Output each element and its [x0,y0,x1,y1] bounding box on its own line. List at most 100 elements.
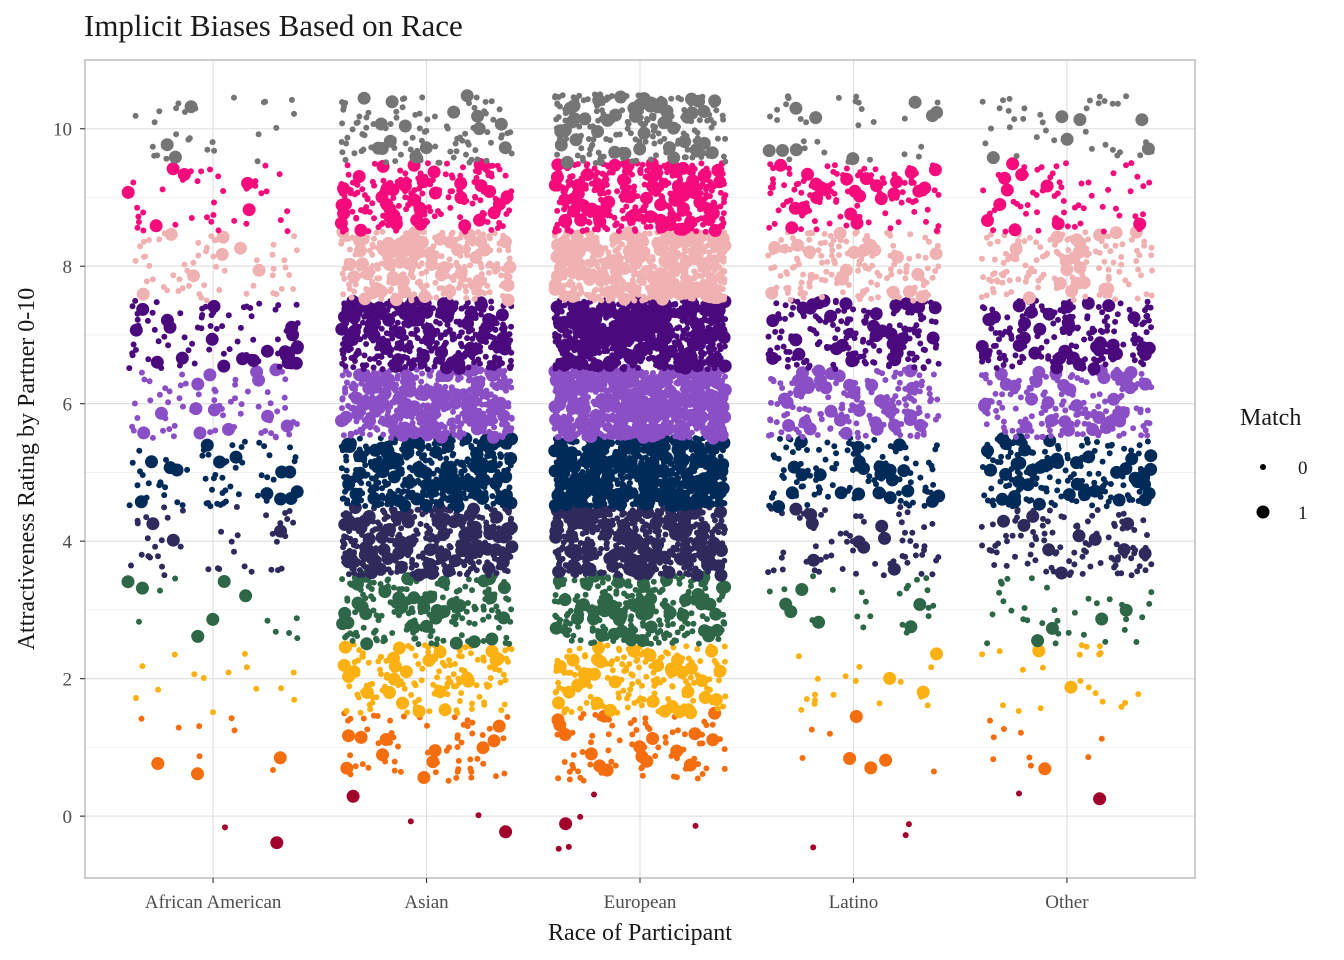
data-point [405,642,412,649]
data-point [375,531,389,544]
data-point [370,337,377,344]
data-point [459,615,466,622]
data-point [431,396,438,403]
data-point [718,627,725,634]
data-point [703,722,710,729]
data-point [374,713,381,719]
data-point [214,565,221,572]
data-point [423,386,430,393]
data-point [562,622,569,629]
data-point [423,282,430,289]
data-point [334,216,348,230]
data-point [455,349,462,356]
data-point [663,566,670,573]
data-point [688,583,694,590]
data-point [417,170,424,177]
data-point [458,632,465,639]
data-point [636,453,643,460]
data-point [500,332,507,339]
data-point [412,111,419,118]
data-point [413,319,420,326]
data-point [426,755,440,769]
data-point [200,447,207,454]
data-point [496,247,503,254]
data-point [483,243,490,250]
data-point [379,228,386,235]
data-point [688,610,695,617]
data-point [215,247,229,261]
data-point [369,200,376,207]
data-point [386,454,393,461]
data-point [146,262,153,269]
data-point [608,758,615,765]
data-point [368,593,375,600]
data-point [453,362,466,375]
data-point [273,124,280,131]
data-point [469,730,476,737]
data-point [378,353,385,360]
data-point [134,310,141,317]
data-point [577,705,584,712]
data-point [714,608,721,615]
data-point [462,583,469,590]
data-point [432,234,439,241]
data-point [225,669,232,676]
data-point [450,451,457,457]
data-point [398,119,412,133]
data-point [228,538,235,545]
data-point [373,370,379,377]
data-point [351,358,358,364]
data-point [498,707,505,714]
data-point [482,539,488,546]
data-point [418,378,425,385]
data-point [203,297,210,304]
data-point [188,215,195,221]
data-point [577,813,584,820]
data-point [415,661,422,667]
data-point [584,747,598,761]
data-point [184,466,191,473]
data-point [135,219,142,225]
data-point [625,691,632,698]
data-point [462,495,469,502]
data-point [451,431,458,438]
data-point [129,303,136,310]
data-point [264,389,271,396]
data-point [385,500,392,507]
data-point [484,503,491,510]
data-point [374,275,381,282]
data-point [229,450,243,464]
data-point [560,539,567,546]
data-point [138,551,145,558]
data-point [373,612,380,619]
data-point [191,377,205,391]
data-point [445,495,452,502]
data-point [397,768,404,775]
data-point [605,731,612,738]
data-point [346,281,352,288]
data-point [620,538,627,545]
data-point [367,706,374,713]
data-point [640,754,654,768]
data-point [231,727,238,734]
data-point [415,696,422,703]
data-point [408,306,422,320]
data-point [470,487,484,501]
data-point [433,685,447,699]
data-point [553,660,567,673]
data-point [492,473,499,480]
data-point [337,207,351,220]
data-point [129,352,136,359]
data-point [485,613,492,620]
data-point [182,380,189,387]
data-point [392,158,399,165]
data-point [294,635,301,642]
data-point [376,748,389,762]
data-point [281,394,288,401]
data-point [592,456,599,463]
data-point [184,267,191,274]
data-point [342,557,348,564]
data-point [370,607,377,614]
data-point [488,449,495,456]
data-point [709,721,716,728]
